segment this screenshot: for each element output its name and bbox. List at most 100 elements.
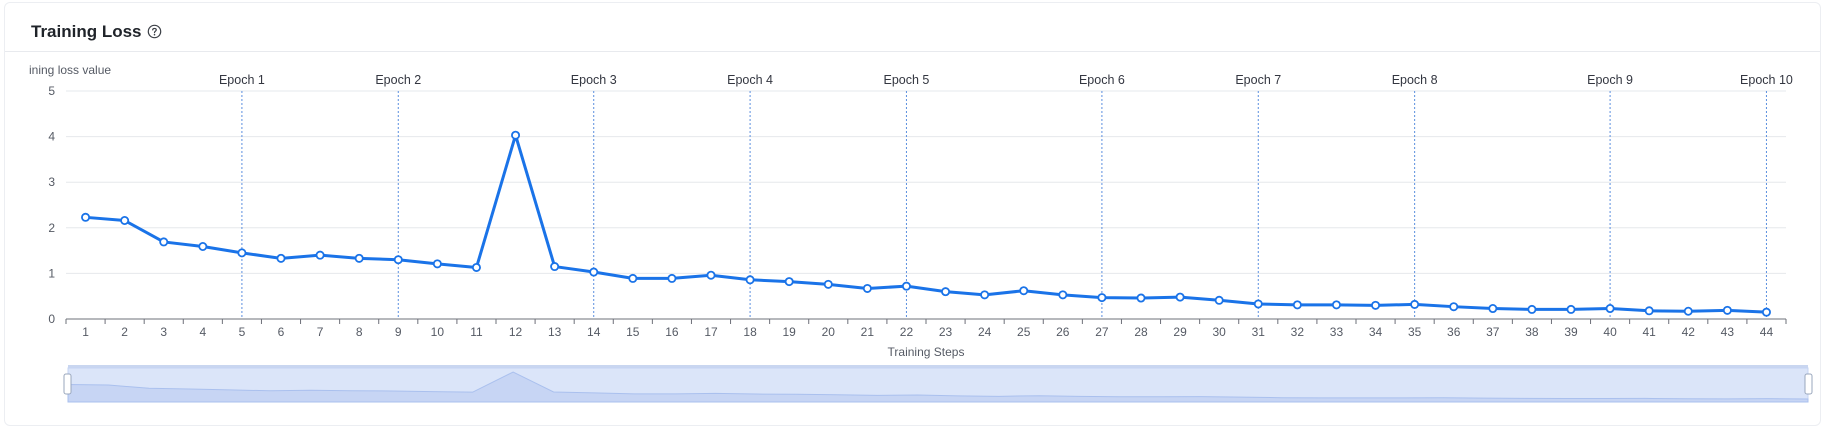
x-tick-label: 19 — [783, 325, 797, 339]
x-tick-label: 16 — [665, 325, 679, 339]
x-tick-label: 12 — [509, 325, 523, 339]
x-tick-label: 18 — [743, 325, 757, 339]
data-point — [784, 277, 794, 287]
x-tick-label: 41 — [1643, 325, 1657, 339]
y-tick-label: 5 — [48, 84, 55, 98]
training-loss-panel: Training Loss — [4, 2, 1821, 426]
x-tick-label: 2 — [121, 325, 128, 339]
x-axis-label: Training Steps — [888, 345, 965, 359]
x-tick-label: 34 — [1369, 325, 1383, 339]
zoom-slider-right-handle[interactable] — [1804, 373, 1813, 395]
x-tick-label: 32 — [1291, 325, 1305, 339]
data-point — [511, 130, 521, 140]
data-point — [354, 253, 364, 263]
x-tick-label: 38 — [1525, 325, 1539, 339]
panel-header: Training Loss — [5, 3, 1820, 52]
epoch-marker-label: Epoch 10 — [1740, 73, 1793, 87]
epoch-marker-label: Epoch 1 — [219, 73, 265, 87]
y-axis-label: ining loss value — [29, 63, 111, 77]
data-point — [901, 281, 911, 291]
data-point — [667, 273, 677, 283]
data-point — [823, 279, 833, 289]
x-tick-label: 30 — [1213, 325, 1227, 339]
x-tick-label: 29 — [1173, 325, 1187, 339]
panel-title: Training Loss — [31, 22, 142, 41]
data-point — [120, 216, 130, 226]
data-point — [941, 287, 951, 297]
x-tick-label: 36 — [1447, 325, 1461, 339]
data-point — [81, 212, 91, 222]
x-tick-label: 15 — [626, 325, 640, 339]
x-tick-label: 44 — [1760, 325, 1774, 339]
zoom-slider-top-bar — [68, 365, 1808, 368]
data-point — [1566, 304, 1576, 314]
x-tick-label: 5 — [239, 325, 246, 339]
data-point — [1683, 306, 1693, 316]
data-point — [1410, 299, 1420, 309]
data-point — [1253, 299, 1263, 309]
x-tick-label: 39 — [1564, 325, 1578, 339]
x-tick-label: 43 — [1721, 325, 1735, 339]
x-tick-label: 13 — [548, 325, 562, 339]
zoom-slider-left-handle[interactable] — [63, 373, 72, 395]
data-point — [237, 248, 247, 258]
data-point — [862, 283, 872, 293]
question-circle-icon[interactable] — [147, 24, 162, 39]
data-point — [198, 241, 208, 251]
data-point — [1605, 304, 1615, 314]
epoch-marker-label: Epoch 8 — [1392, 73, 1438, 87]
data-point — [471, 262, 481, 272]
x-tick-label: 33 — [1330, 325, 1344, 339]
y-tick-label: 1 — [48, 266, 55, 280]
data-point — [1527, 304, 1537, 314]
data-point — [550, 262, 560, 272]
epoch-marker-label: Epoch 5 — [884, 73, 930, 87]
data-point — [1761, 307, 1771, 317]
x-tick-label: 6 — [278, 325, 285, 339]
x-tick-label: 27 — [1095, 325, 1109, 339]
x-tick-label: 11 — [470, 325, 483, 339]
x-tick-label: 40 — [1603, 325, 1617, 339]
data-point — [980, 290, 990, 300]
x-tick-label: 28 — [1134, 325, 1148, 339]
epoch-marker-label: Epoch 9 — [1587, 73, 1633, 87]
x-tick-label: 20 — [822, 325, 836, 339]
data-point — [276, 253, 286, 263]
data-point — [589, 267, 599, 277]
x-tick-label: 26 — [1056, 325, 1070, 339]
x-tick-label: 37 — [1486, 325, 1500, 339]
data-point — [159, 237, 169, 247]
x-tick-label: 21 — [861, 325, 875, 339]
epoch-marker-label: Epoch 3 — [571, 73, 617, 87]
data-point — [706, 270, 716, 280]
data-point — [628, 273, 638, 283]
data-point — [1019, 286, 1029, 296]
data-point — [1331, 300, 1341, 310]
data-point — [745, 275, 755, 285]
data-point — [1058, 290, 1068, 300]
epoch-marker-label: Epoch 6 — [1079, 73, 1125, 87]
data-point — [1644, 306, 1654, 316]
data-point — [1722, 305, 1732, 315]
x-tick-label: 23 — [939, 325, 953, 339]
x-tick-label: 42 — [1682, 325, 1696, 339]
x-tick-label: 17 — [704, 325, 718, 339]
data-point — [1371, 300, 1381, 310]
x-tick-label: 35 — [1408, 325, 1422, 339]
y-tick-label: 3 — [48, 175, 55, 189]
data-point — [393, 255, 403, 265]
y-tick-label: 2 — [48, 221, 55, 235]
data-point — [1449, 302, 1459, 312]
zoom-slider-preview — [67, 371, 1809, 403]
x-tick-label: 4 — [199, 325, 206, 339]
data-point — [432, 259, 442, 269]
epoch-marker-label: Epoch 2 — [375, 73, 421, 87]
data-point — [1097, 293, 1107, 303]
data-point — [1136, 293, 1146, 303]
epoch-marker-label: Epoch 7 — [1235, 73, 1281, 87]
x-tick-label: 10 — [431, 325, 445, 339]
x-tick-label: 25 — [1017, 325, 1031, 339]
x-tick-label: 22 — [900, 325, 914, 339]
data-point — [1175, 292, 1185, 302]
